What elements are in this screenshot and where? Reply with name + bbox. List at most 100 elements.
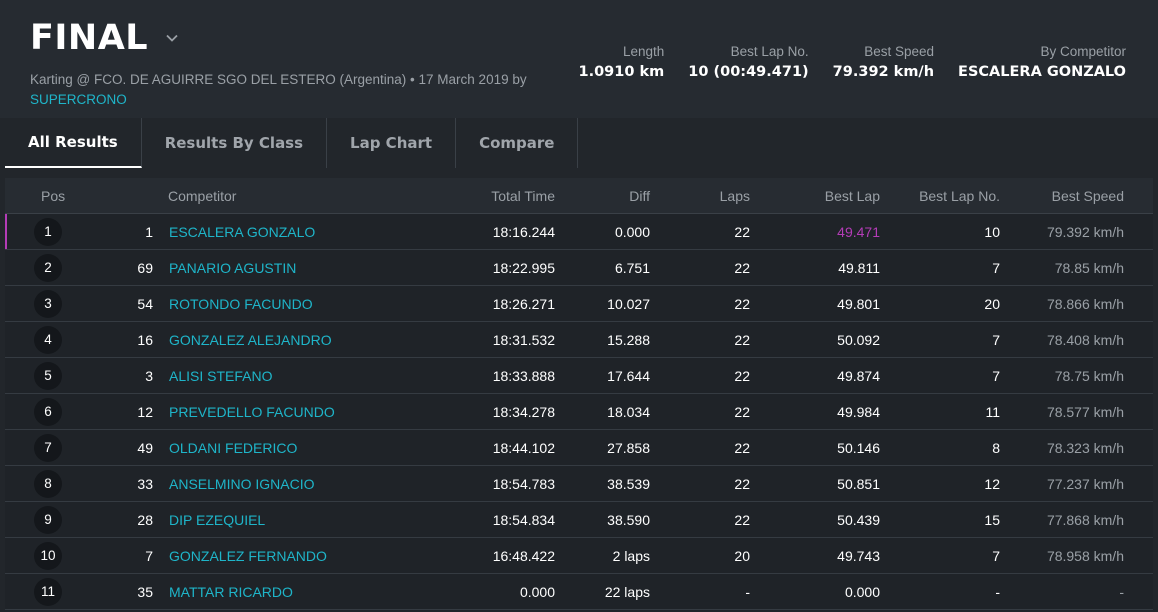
table-row[interactable]: 4 16 GONZALEZ ALEJANDRO 18:31.532 15.288 22 50… [5, 322, 1153, 358]
organizer-link[interactable]: SUPERCRONO [30, 92, 127, 107]
competitor-link[interactable]: MATTAR RICARDO [169, 583, 293, 600]
diff: 27.858 [607, 439, 650, 456]
table-row[interactable]: 10 7 GONZALEZ FERNANDO 16:48.422 2 laps 20 49.… [5, 538, 1153, 574]
table-row[interactable]: 1 1 ESCALERA GONZALO 18:16.244 0.000 22 49.471… [5, 214, 1153, 250]
position-badge: 7 [34, 433, 62, 462]
table-row[interactable]: 6 12 PREVEDELLO FACUNDO 18:34.278 18.034 22 49… [5, 394, 1153, 430]
position-badge: 6 [34, 397, 62, 426]
results-table: Pos Competitor Total Time Diff Laps Best… [5, 178, 1153, 610]
kart-number: 33 [137, 475, 153, 492]
position-cell: 10 [5, 541, 95, 570]
col-best-lap-no[interactable]: Best Lap No. [919, 187, 1000, 204]
col-diff[interactable]: Diff [629, 187, 650, 204]
position-cell: 11 [5, 577, 95, 606]
best-lap: 50.439 [837, 511, 880, 528]
best-speed: 78.323 km/h [1046, 439, 1124, 456]
competitor-link[interactable]: PANARIO AGUSTIN [169, 259, 297, 276]
laps: 22 [734, 223, 750, 240]
best-lap: 50.146 [837, 439, 880, 456]
total-time: 18:26.271 [492, 295, 555, 312]
best-lap: 0.000 [844, 583, 880, 600]
diff: 6.751 [614, 259, 650, 276]
laps: - [745, 583, 750, 600]
best-speed: 78.958 km/h [1046, 547, 1124, 564]
col-best-lap[interactable]: Best Lap [824, 187, 880, 204]
tab-results-by-class[interactable]: Results By Class [142, 118, 328, 168]
competitor-cell: ALISI STEFANO [155, 368, 418, 384]
position-cell: 6 [5, 397, 95, 426]
table-header: Pos Competitor Total Time Diff Laps Best… [5, 178, 1153, 214]
best-speed: 77.237 km/h [1046, 475, 1124, 492]
best-speed: 78.408 km/h [1046, 331, 1124, 348]
competitor-link[interactable]: ALISI STEFANO [169, 367, 273, 384]
table-row[interactable]: 8 33 ANSELMINO IGNACIO 18:54.783 38.539 22 50.… [5, 466, 1153, 502]
tab-compare[interactable]: Compare [456, 118, 579, 168]
diff: 22 laps [604, 583, 650, 600]
best-lap: 49.801 [837, 295, 880, 312]
total-time: 18:54.783 [492, 475, 555, 492]
competitor-cell: ESCALERA GONZALO [155, 224, 418, 240]
total-time: 18:22.995 [492, 259, 555, 276]
kart-number: 3 [145, 367, 153, 384]
stat-best-speed: Best Speed 79.392 km/h [833, 44, 934, 80]
diff: 15.288 [607, 331, 650, 348]
table-row[interactable]: 7 49 OLDANI FEDERICO 18:44.102 27.858 22 50.14… [5, 430, 1153, 466]
competitor-link[interactable]: ESCALERA GONZALO [169, 223, 316, 240]
best-lap-no: 12 [984, 475, 1000, 492]
best-lap-no: 7 [992, 547, 1000, 564]
competitor-cell: PREVEDELLO FACUNDO [155, 404, 418, 420]
col-total-time[interactable]: Total Time [491, 187, 555, 204]
competitor-link[interactable]: DIP EZEQUIEL [169, 511, 266, 528]
table-row[interactable]: 5 3 ALISI STEFANO 18:33.888 17.644 22 49.874 7 7… [5, 358, 1153, 394]
table-body: 1 1 ESCALERA GONZALO 18:16.244 0.000 22 49.471… [5, 214, 1153, 610]
diff: 38.539 [607, 475, 650, 492]
stat-label: Best Speed [864, 44, 935, 59]
best-speed: 77.868 km/h [1046, 511, 1124, 528]
tab-lap-chart[interactable]: Lap Chart [327, 118, 457, 168]
col-pos[interactable]: Pos [41, 187, 66, 204]
position-badge: 4 [34, 325, 62, 354]
kart-number: 1 [145, 223, 153, 240]
stat-value: ESCALERA GONZALO [958, 64, 1126, 80]
best-lap: 50.851 [837, 475, 880, 492]
laps: 22 [734, 511, 750, 528]
best-speed: 78.866 km/h [1046, 295, 1124, 312]
competitor-link[interactable]: PREVEDELLO FACUNDO [169, 403, 335, 420]
best-lap: 49.811 [838, 259, 880, 276]
diff: 2 laps [612, 547, 650, 564]
event-subtitle: Karting @ FCO. DE AGUIRRE SGO DEL ESTERO… [30, 70, 590, 110]
best-lap: 49.471 [837, 223, 880, 240]
best-lap: 49.874 [837, 367, 880, 384]
competitor-link[interactable]: ROTONDO FACUNDO [169, 295, 313, 312]
best-lap-no: 7 [992, 367, 1000, 384]
laps: 22 [734, 475, 750, 492]
competitor-link[interactable]: GONZALEZ FERNANDO [169, 547, 327, 564]
table-row[interactable]: 11 35 MATTAR RICARDO 0.000 22 laps - 0.000 - - [5, 574, 1153, 610]
laps: 20 [734, 547, 750, 564]
best-speed: - [1119, 583, 1124, 600]
position-badge: 10 [34, 541, 62, 570]
stat-best-lap-no: Best Lap No. 10 (00:49.471) [688, 44, 808, 80]
competitor-link[interactable]: GONZALEZ ALEJANDRO [169, 331, 332, 348]
page-title: FINAL [30, 18, 149, 58]
col-competitor[interactable]: Competitor [168, 187, 237, 204]
stat-length: Length 1.0910 km [578, 44, 664, 80]
competitor-link[interactable]: ANSELMINO IGNACIO [169, 475, 315, 492]
table-row[interactable]: 2 69 PANARIO AGUSTIN 18:22.995 6.751 22 49.811… [5, 250, 1153, 286]
best-speed: 78.85 km/h [1054, 259, 1124, 276]
chevron-down-icon[interactable] [164, 30, 180, 46]
col-best-speed[interactable]: Best Speed [1051, 187, 1124, 204]
best-lap: 49.743 [837, 547, 880, 564]
race-stats: Length 1.0910 km Best Lap No. 10 (00:49.… [554, 44, 1126, 80]
table-row[interactable]: 9 28 DIP EZEQUIEL 18:54.834 38.590 22 50.439 15… [5, 502, 1153, 538]
position-cell: 8 [5, 469, 95, 498]
stat-label: By Competitor [1040, 44, 1126, 59]
race-header: FINAL Karting @ FCO. DE AGUIRRE SGO DEL … [0, 0, 1158, 118]
col-laps[interactable]: Laps [719, 187, 750, 204]
best-lap-no: 7 [992, 331, 1000, 348]
kart-number: 54 [137, 295, 153, 312]
tab-all-results[interactable]: All Results [5, 118, 142, 168]
results-tabs: All Results Results By Class Lap Chart C… [5, 118, 579, 168]
competitor-link[interactable]: OLDANI FEDERICO [169, 439, 298, 456]
table-row[interactable]: 3 54 ROTONDO FACUNDO 18:26.271 10.027 22 49.80… [5, 286, 1153, 322]
